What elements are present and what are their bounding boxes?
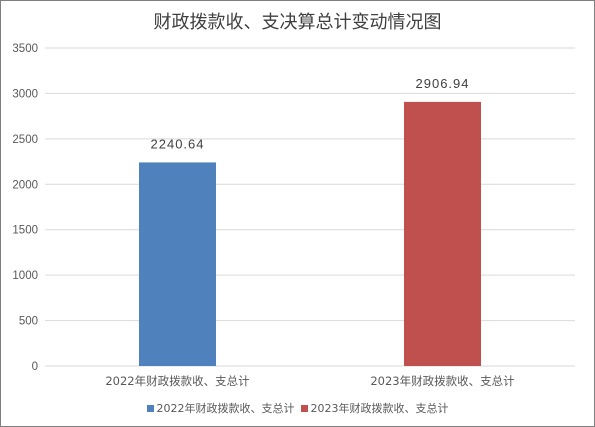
bar-0 [139,162,216,366]
y-tick-label-500: 500 [19,316,38,328]
y-axis-ticks: 0 500 1000 1500 2000 2500 3000 3500 [12,43,38,373]
legend-item-2022: 2022年财政拨款收、支总计 [146,400,295,416]
legend-item-2023: 2023年财政拨款收、支总计 [300,400,449,416]
y-tick-label-0: 0 [32,361,38,373]
legend-label-2022: 2022年财政拨款收、支总计 [156,402,295,415]
y-tick-label-2000: 2000 [12,179,38,191]
data-label-1: 2906.94 [416,76,470,91]
legend: 2022年财政拨款收、支总计 2023年财政拨款收、支总计 [0,400,595,416]
gridlines [45,47,575,367]
y-tick-label-2500: 2500 [12,134,38,146]
bar-1 [404,101,481,367]
data-label-0: 2240.64 [151,136,205,151]
legend-swatch-2022 [146,404,154,412]
y-tick-label-1000: 1000 [12,270,38,282]
category-label-1: 2023年财政拨款收、支总计 [370,374,515,388]
legend-label-2023: 2023年财政拨款收、支总计 [310,402,449,415]
data-labels: 2240.64 2906.94 [151,76,470,152]
y-tick-label-3500: 3500 [12,43,38,55]
chart-title: 财政拨款收、支决算总计变动情况图 [153,12,442,33]
y-tick-label-1500: 1500 [12,225,38,237]
legend-swatch-2023 [300,404,308,412]
bars [139,101,481,367]
x-axis-categories: 2022年财政拨款收、支总计 2023年财政拨款收、支总计 [105,374,515,388]
y-tick-label-3000: 3000 [12,88,38,100]
category-label-0: 2022年财政拨款收、支总计 [105,374,250,388]
